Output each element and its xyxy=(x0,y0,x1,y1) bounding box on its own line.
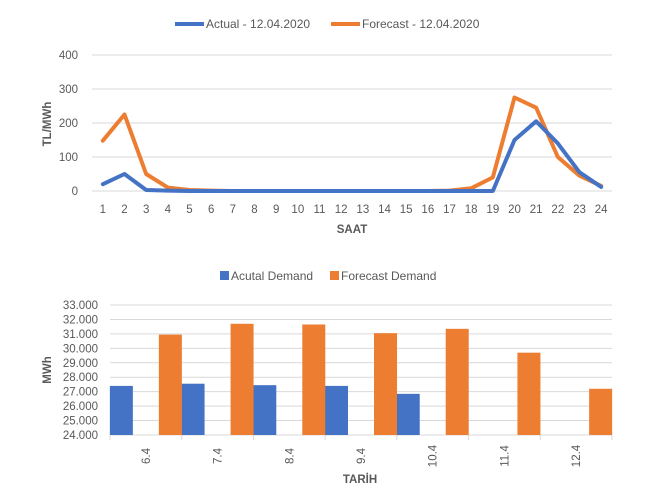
forecast-demand-bar xyxy=(230,323,254,435)
x-tick-label: 7 xyxy=(230,204,236,216)
x-tick-label: 9 xyxy=(273,204,279,216)
legend-actual-label: Acutal Demand xyxy=(231,269,313,283)
x-tick-label: 5 xyxy=(186,204,192,216)
x-axis-title: SAAT xyxy=(337,224,367,236)
y-axis-title: MWh xyxy=(42,356,54,383)
x-tick-labels: 1 2 3 4 5 6 7 8 9 10 11 12 13 14 15 16 17 18 19 20 21 22 23 24 xyxy=(100,204,609,216)
hourly-price-chart-svg: Actual - 12.04.2020 Forecast - 12.04.202… xyxy=(42,17,612,236)
actual-demand-bar xyxy=(109,385,133,435)
x-tick-label: 10 xyxy=(291,204,304,216)
x-tick-label: 8.4 xyxy=(284,447,296,464)
y-tick-label: 29.000 xyxy=(63,358,98,370)
y-tick-label: 33.000 xyxy=(63,300,98,312)
y-tick-label: 28.000 xyxy=(63,372,98,384)
y-tick-label: 200 xyxy=(59,118,78,130)
x-tick-label: 24 xyxy=(595,204,608,216)
x-tick-label: 15 xyxy=(400,204,413,216)
x-tick-label: 22 xyxy=(551,204,564,216)
y-tick-label: 0 xyxy=(72,186,78,198)
x-tick-label: 16 xyxy=(421,204,434,216)
x-tick-label: 14 xyxy=(378,204,391,216)
y-tick-label: 31.000 xyxy=(63,329,98,341)
daily-demand-chart-svg: Acutal Demand Forecast Demand 24.000 25.0… xyxy=(42,269,613,486)
x-tick-label: 11 xyxy=(314,204,326,216)
legend: Actual - 12.04.2020 Forecast - 12.04.202… xyxy=(175,17,480,31)
x-tick-label: 12 xyxy=(335,204,348,216)
forecast-demand-bar xyxy=(158,334,182,435)
legend: Acutal Demand Forecast Demand xyxy=(220,269,436,283)
x-tick-label: 20 xyxy=(508,204,521,216)
y-tick-labels: 24.000 25.000 26.000 27.000 28.000 29.000 30.0… xyxy=(63,300,98,442)
y-tick-label: 400 xyxy=(59,50,78,62)
x-tick-label: 3 xyxy=(143,204,149,216)
y-tick-label: 300 xyxy=(59,84,78,96)
y-tick-label: 32.000 xyxy=(63,314,98,326)
actual-demand-bar xyxy=(253,385,277,435)
x-tick-label: 21 xyxy=(530,204,543,216)
x-tick-label: 9.4 xyxy=(356,447,368,464)
actual-series-line xyxy=(100,119,604,193)
daily-demand-chart: Acutal Demand Forecast Demand 24.000 25.0… xyxy=(0,258,666,492)
y-tick-label: 100 xyxy=(59,152,78,164)
x-tick-label: 10.4 xyxy=(428,444,440,467)
x-tick-label: 2 xyxy=(121,204,127,216)
x-tick-label: 6 xyxy=(208,204,214,216)
x-tick-label: 8 xyxy=(251,204,257,216)
actual-demand-bar xyxy=(181,383,205,435)
bars xyxy=(109,323,613,435)
forecast-demand-bar xyxy=(517,352,541,435)
x-tick-label: 1 xyxy=(100,204,106,216)
forecast-demand-bar xyxy=(445,328,469,435)
legend-actual-label: Actual - 12.04.2020 xyxy=(206,17,310,31)
x-tick-labels: 6.4 7.4 8.4 9.4 10.4 11.4 12.4 xyxy=(141,444,583,467)
y-axis-title: TL/MWh xyxy=(42,102,54,147)
y-tick-label: 30.000 xyxy=(63,343,98,355)
legend-forecast-label: Forecast - 12.04.2020 xyxy=(362,17,480,31)
x-tick-label: 18 xyxy=(465,204,478,216)
legend-forecast-label: Forecast Demand xyxy=(341,269,436,283)
y-tick-label: 25.000 xyxy=(63,416,98,428)
y-tick-labels: 0 100 200 300 400 xyxy=(59,50,78,198)
forecast-series-line xyxy=(100,95,604,193)
x-tick-label: 6.4 xyxy=(141,447,153,464)
x-tick-label: 13 xyxy=(356,204,369,216)
forecast-demand-bar xyxy=(589,388,613,435)
actual-demand-bar xyxy=(325,385,348,435)
x-tick-label: 19 xyxy=(486,204,499,216)
y-tick-label: 26.000 xyxy=(63,401,98,413)
x-tick-label: 11.4 xyxy=(499,445,511,467)
actual-demand-bar xyxy=(396,393,420,435)
x-axis-title: TARİH xyxy=(343,473,377,486)
hourly-price-chart: Actual - 12.04.2020 Forecast - 12.04.202… xyxy=(0,0,666,245)
legend-actual-swatch xyxy=(220,271,229,280)
legend-forecast-swatch xyxy=(330,271,339,280)
x-tick-label: 4 xyxy=(165,204,172,216)
x-tick-label: 12.4 xyxy=(571,444,583,467)
y-tick-label: 24.000 xyxy=(63,430,98,442)
y-tick-label: 27.000 xyxy=(63,387,98,399)
x-tick-label: 7.4 xyxy=(213,447,225,464)
forecast-demand-bar xyxy=(302,324,326,435)
x-tick-label: 17 xyxy=(443,204,456,216)
series-lines xyxy=(100,95,604,193)
forecast-demand-bar xyxy=(374,333,397,435)
x-tick-label: 23 xyxy=(573,204,586,216)
